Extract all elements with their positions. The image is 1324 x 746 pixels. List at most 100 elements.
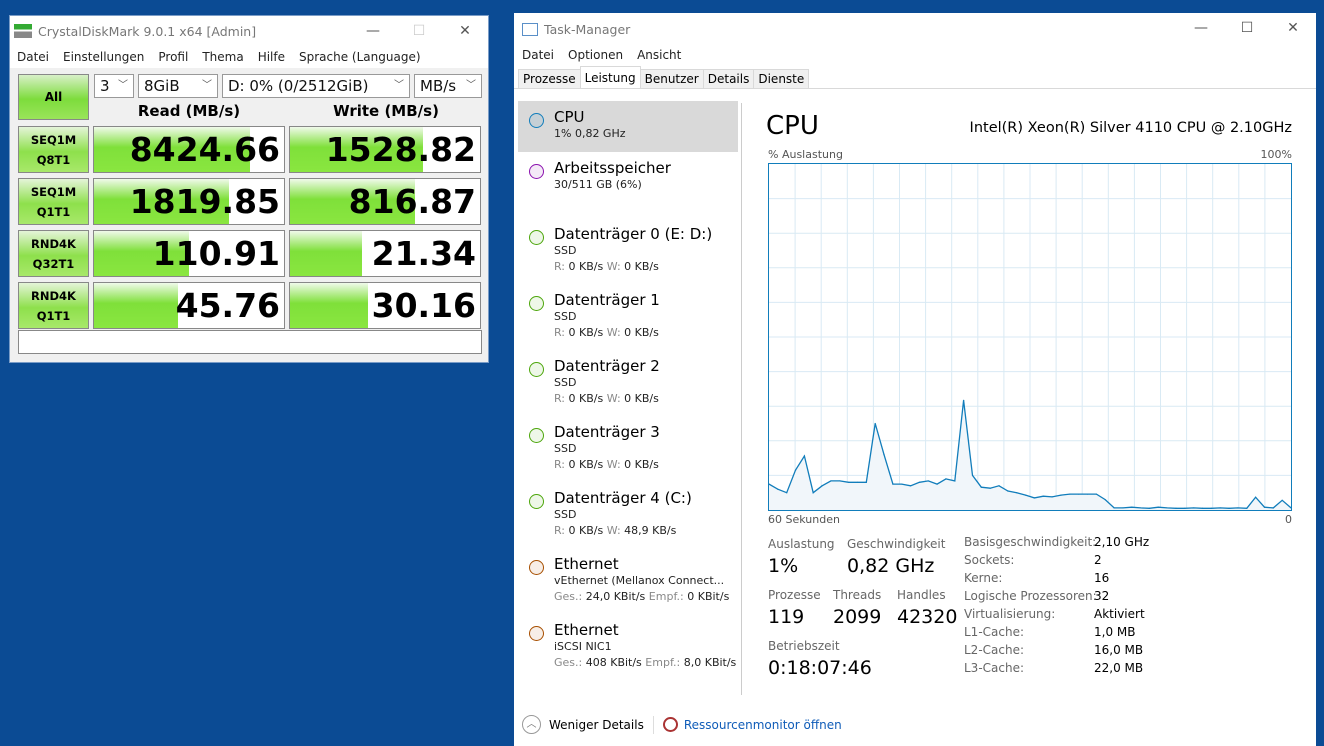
cpu-usage-point <box>1263 506 1266 508</box>
status-circle-icon <box>529 494 544 509</box>
sidebar-item-1[interactable]: Arbeitsspeicher 30/511 GB (6%) <box>518 152 738 218</box>
cpu-usage-point <box>1193 507 1195 509</box>
sidebar-item-detail: vEthernet (Mellanox Connect... <box>554 574 725 587</box>
all-button[interactable]: All <box>18 74 89 120</box>
read-rate: 0 KB/s <box>568 524 604 537</box>
status-circle-icon <box>529 626 544 641</box>
tab-benutzer[interactable]: Benutzer <box>639 69 704 88</box>
tab-leistung[interactable]: Leistung <box>579 66 641 88</box>
cpu-usage-point <box>848 481 850 483</box>
maximize-button[interactable]: ☐ <box>412 23 426 39</box>
cpu-usage-graph <box>768 163 1292 511</box>
sidebar-item-5[interactable]: Datenträger 3 SSD R: 0 KB/s W: 0 KB/s <box>518 416 738 482</box>
crystaldiskmark-window: CrystalDiskMark 9.0.1 x64 [Admin] — ☐ ✕ Da… <box>9 15 489 363</box>
chevron-down-icon: ﹀ <box>202 80 212 91</box>
drive-value: D: 0% (0/2512GiB) <box>228 77 369 95</box>
cpu-usage-point <box>1246 507 1248 509</box>
sidebar-item-detail: SSD <box>554 508 577 521</box>
sidebar-item-2[interactable]: Datenträger 0 (E: D:) SSD R: 0 KB/s W: 0 K… <box>518 218 738 284</box>
minimize-button[interactable]: — <box>1194 20 1208 36</box>
write-bar <box>290 231 363 276</box>
size-select[interactable]: 8GiB ﹀ <box>138 74 218 98</box>
spec-value: Aktiviert <box>1094 607 1145 621</box>
cpu-usage-point <box>874 422 876 425</box>
sidebar-item-0[interactable]: CPU 1% 0,82 GHz <box>518 101 738 152</box>
sidebar-item-name: Datenträger 4 (C:) <box>554 489 692 507</box>
sidebar-item-8[interactable]: Ethernet iSCSI NIC1 Ges.: 408 KBit/s Empf.… <box>518 614 738 680</box>
test-button-0[interactable]: SEQ1M Q8T1 <box>18 126 89 173</box>
spec-label: Logische Prozessoren: <box>964 589 1097 603</box>
tab-details[interactable]: Details <box>702 69 755 88</box>
cpu-usage-point <box>1148 507 1151 509</box>
chevron-down-icon: ﹀ <box>118 80 128 91</box>
minimize-button[interactable]: — <box>366 23 380 39</box>
test-button-1[interactable]: SEQ1M Q1T1 <box>18 178 89 225</box>
maximize-button[interactable]: ☐ <box>1240 20 1254 36</box>
comment-field[interactable] <box>18 330 482 354</box>
cpu-usage-point <box>1131 506 1133 508</box>
sidebar-item-7[interactable]: Ethernet vEthernet (Mellanox Connect... Ge… <box>518 548 738 614</box>
spec-label: Sockets: <box>964 553 1015 567</box>
cpu-usage-point <box>892 483 894 485</box>
cpu-model: Intel(R) Xeon(R) Silver 4110 CPU @ 2.10G… <box>969 120 1292 136</box>
task-manager-window: Task-Manager — ☐ ✕ Datei Optionen Ansicht … <box>514 13 1316 746</box>
cpu-usage-point <box>1255 496 1257 498</box>
unit-select[interactable]: MB/s ﹀ <box>414 74 482 98</box>
cpu-usage-point <box>1113 507 1115 509</box>
tab-dienste[interactable]: Dienste <box>753 69 810 88</box>
menu-datei[interactable]: Datei <box>17 50 50 64</box>
cpu-usage-point <box>1095 493 1097 495</box>
receive-label: Empf.: <box>648 590 684 603</box>
cpu-usage-point <box>1042 495 1044 497</box>
menu-ansicht[interactable]: Ansicht <box>637 48 682 62</box>
cpu-usage-point <box>1122 507 1124 509</box>
write-bar <box>290 127 423 172</box>
read-label: R: <box>554 524 566 537</box>
menu-datei[interactable]: Datei <box>522 48 555 62</box>
count-select[interactable]: 3 ﹀ <box>94 74 134 98</box>
cpu-usage-point <box>980 486 982 488</box>
menu-optionen[interactable]: Optionen <box>568 48 624 62</box>
close-button[interactable]: ✕ <box>459 23 471 39</box>
menu-einstellungen[interactable]: Einstellungen <box>63 50 145 64</box>
sidebar-item-6[interactable]: Datenträger 4 (C:) SSD R: 0 KB/s W: 48,9 K… <box>518 482 738 548</box>
cpu-usage-point <box>1281 499 1283 501</box>
fewer-details-button[interactable]: Weniger Details <box>549 717 644 732</box>
resource-monitor-link[interactable]: Ressourcenmonitor öffnen <box>683 717 842 732</box>
spec-value: 2,10 GHz <box>1094 535 1150 549</box>
sidebar-item-name: Datenträger 2 <box>554 357 660 375</box>
spec-label: L2-Cache: <box>964 643 1025 657</box>
cpu-usage-point <box>1166 507 1168 509</box>
test-params: Q1T1 <box>36 309 71 323</box>
tab-prozesse[interactable]: Prozesse <box>518 69 581 88</box>
performance-sidebar: CPU 1% 0,82 GHz Arbeitsspeicher 30/511 GB (… <box>518 101 738 680</box>
chevron-up-icon[interactable]: ︿ <box>522 715 541 734</box>
status-circle-icon <box>529 560 544 575</box>
spec-value: 22,0 MB <box>1094 661 1144 675</box>
send-rate: 408 KBit/s <box>585 656 642 669</box>
y-axis-label: % Auslastung <box>768 148 843 161</box>
read-result: 1819.85 <box>93 178 285 225</box>
read-result: 8424.66 <box>93 126 285 173</box>
sidebar-item-4[interactable]: Datenträger 2 SSD R: 0 KB/s W: 0 KB/s <box>518 350 738 416</box>
write-result: 21.34 <box>289 230 481 277</box>
drive-select[interactable]: D: 0% (0/2512GiB) ﹀ <box>222 74 410 98</box>
sidebar-item-name: Datenträger 3 <box>554 423 660 441</box>
cpu-usage-point <box>1016 492 1018 494</box>
close-button[interactable]: ✕ <box>1287 20 1299 36</box>
menu-hilfe[interactable]: Hilfe <box>257 50 285 64</box>
sidebar-item-3[interactable]: Datenträger 1 SSD R: 0 KB/s W: 0 KB/s <box>518 284 738 350</box>
geschwindigkeit-value: 0,82 GHz <box>847 555 935 577</box>
cpu-usage-point <box>1086 493 1089 495</box>
menu-bar: Datei Optionen Ansicht <box>514 45 1316 65</box>
spec-value: 1,0 MB <box>1094 625 1136 639</box>
cpu-usage-point <box>830 480 832 482</box>
sidebar-item-detail: SSD <box>554 442 577 455</box>
menu-sprache[interactable]: Sprache (Language) <box>299 50 421 64</box>
test-button-2[interactable]: RND4K Q32T1 <box>18 230 89 277</box>
menu-thema[interactable]: Thema <box>202 50 244 64</box>
test-name: RND4K <box>31 289 76 303</box>
spec-value: 32 <box>1094 589 1110 603</box>
test-button-3[interactable]: RND4K Q1T1 <box>18 282 89 329</box>
menu-profil[interactable]: Profil <box>158 50 189 64</box>
